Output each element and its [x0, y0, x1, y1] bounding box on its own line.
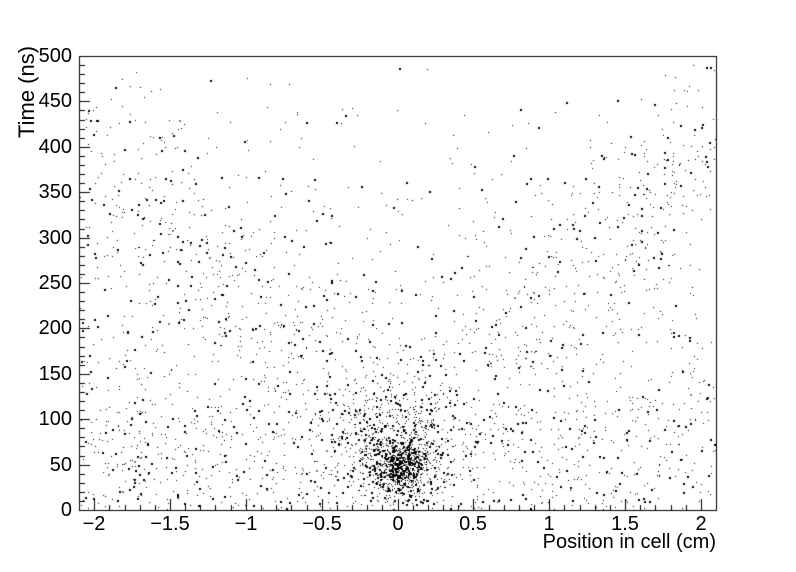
y-axis-tick-label: 100	[38, 408, 72, 430]
y-axis-tick-label: 50	[49, 454, 72, 476]
y-axis-tick-label: 150	[38, 363, 72, 385]
x-axis-tick-label: −0.5	[302, 513, 342, 535]
y-axis-tick-label: 450	[38, 90, 72, 112]
x-axis-tick-label: 1	[543, 513, 555, 535]
x-axis-tick-label: 0	[392, 513, 404, 535]
x-axis-tick-label: 1.5	[611, 513, 639, 535]
x-axis-tick-label: −1.5	[150, 513, 190, 535]
x-axis-tick-label: −1	[234, 513, 258, 535]
x-axis-title: Position in cell (cm)	[542, 531, 716, 553]
x-axis-tick-label: −2	[82, 513, 106, 535]
x-axis-tick-label: 0.5	[459, 513, 487, 535]
y-axis-tick-label: 200	[38, 317, 72, 339]
x-axis-tick-label: 2	[695, 513, 707, 535]
y-axis-tick-label: 500	[38, 45, 72, 67]
y-axis-tick-label: 300	[38, 227, 72, 249]
y-axis-tick-label: 250	[38, 272, 72, 294]
y-axis-tick-label: 350	[38, 181, 72, 203]
y-axis-tick-label: 0	[60, 499, 72, 521]
y-axis-tick-label: 400	[38, 136, 72, 158]
